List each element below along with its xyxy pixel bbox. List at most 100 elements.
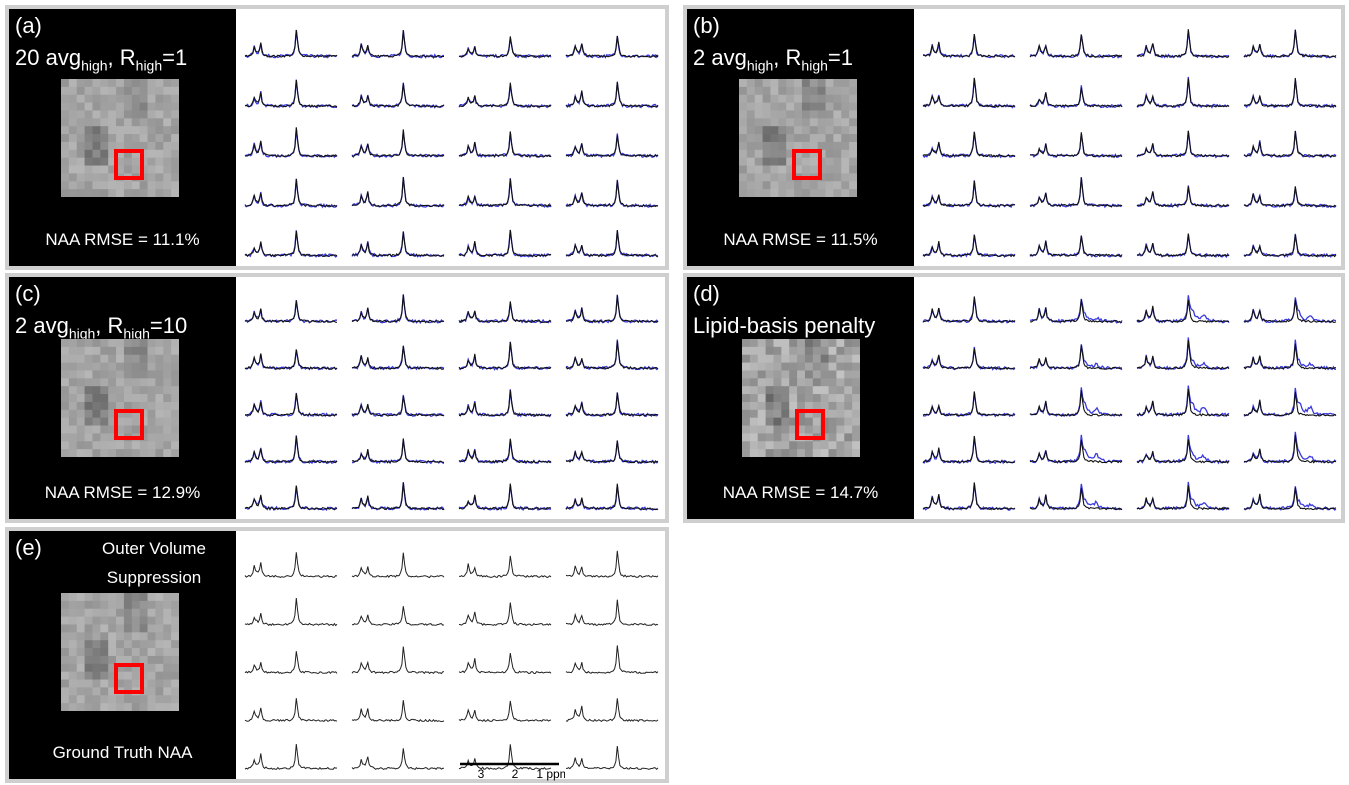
pixel [826,134,834,142]
pixel [116,134,124,142]
pixel [770,86,778,94]
pixel [61,426,69,434]
pixel [140,189,148,197]
pixel [818,126,826,134]
pixel [758,355,766,363]
pixel [148,165,156,173]
title-text: Lipid-basis penalty [693,313,875,338]
pixel [755,86,763,94]
pixel [171,173,179,181]
pixel [92,110,100,118]
pixel [747,181,755,189]
pixel [148,181,156,189]
pixel [85,149,93,157]
pixel [778,110,786,118]
pixel [108,640,116,648]
pixel [148,189,156,197]
pixel [69,94,77,102]
pixel [766,402,774,410]
pixel [836,394,844,402]
pixel [171,118,179,126]
spectrum-fit [1137,131,1229,157]
spectrum-truth [245,598,337,625]
pixel [61,609,69,617]
pixel [116,79,124,87]
pixel [61,601,69,609]
pixel [844,363,852,371]
pixel [750,402,758,410]
pixel [155,441,163,449]
pixel [132,347,140,355]
pixel [100,426,108,434]
pixel [124,394,132,402]
pixel [85,394,93,402]
pixel [85,386,93,394]
pixel [818,110,826,118]
pixel [778,149,786,157]
pixel [100,632,108,640]
pixel [92,363,100,371]
spectrum-cell [566,440,658,463]
spectrum-truth [245,350,337,370]
brain-image [739,79,857,197]
pixel [171,410,179,418]
pixel [747,134,755,142]
pixel [148,624,156,632]
pixel [69,189,77,197]
pixel [826,189,834,197]
spectrum-fit [1244,79,1336,107]
pixel [773,394,781,402]
pixel [69,339,77,347]
pixel [148,632,156,640]
pixel [755,141,763,149]
spectrum-cell [923,436,1015,463]
pixel [171,347,179,355]
pixel [794,110,802,118]
pixel [140,102,148,110]
pixel [69,617,77,625]
pixel [813,386,821,394]
pixel [763,102,771,110]
pixel [844,426,852,434]
pixel [833,165,841,173]
spectrum-truth [1244,392,1336,416]
pixel [758,347,766,355]
pixel [85,347,93,355]
pixel [794,134,802,142]
pixel [818,189,826,197]
spectrum-fit [1244,30,1336,58]
pixel [69,609,77,617]
pixel [148,402,156,410]
pixel [797,370,805,378]
pixel [148,355,156,363]
pixel [171,593,179,601]
spectrum-cell [566,295,658,323]
spectrum-cell [1244,388,1336,416]
pixel [163,426,171,434]
spectrum-fit [923,392,1015,416]
pixel [750,441,758,449]
pixel [92,441,100,449]
pixel [781,386,789,394]
spectrum-fit [459,389,551,416]
spectrum-truth [245,231,337,256]
pixel [124,86,132,94]
spectrum-fit [923,347,1015,370]
pixel [92,402,100,410]
pixel [821,449,829,457]
pixel [844,355,852,363]
pixel [739,157,747,165]
pixel [92,339,100,347]
pixel [818,181,826,189]
pixel [77,418,85,426]
spectrum-cell [1030,299,1122,323]
pixel [789,441,797,449]
spectrum-truth [459,83,551,107]
pixel [132,110,140,118]
pixel [148,173,156,181]
pixel [124,648,132,656]
pixel [766,410,774,418]
pixel [85,110,93,118]
pixel [92,141,100,149]
pixel [124,94,132,102]
